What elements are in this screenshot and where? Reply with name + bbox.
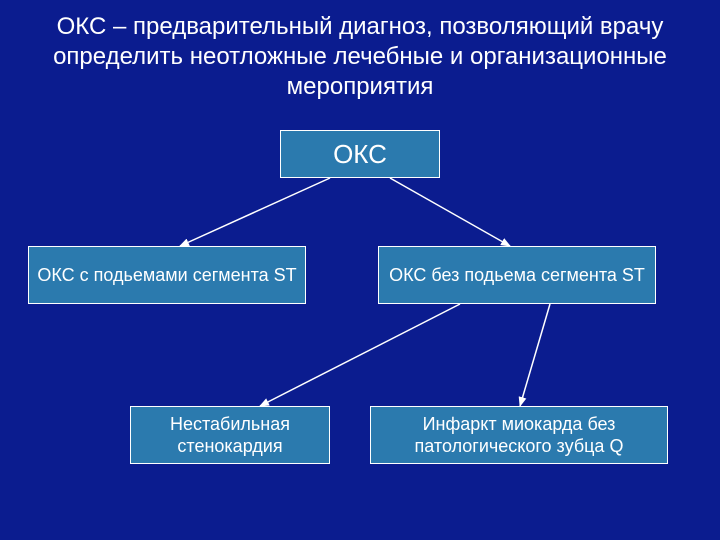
edge-root-left xyxy=(180,178,330,246)
node-right: ОКС без подьема сегмента ST xyxy=(378,246,656,304)
node-child1: Нестабильная стенокардия xyxy=(130,406,330,464)
node-root: ОКС xyxy=(280,130,440,178)
slide-title: ОКС – предварительный диагноз, позволяющ… xyxy=(40,12,680,102)
slide: ОКС – предварительный диагноз, позволяющ… xyxy=(0,0,720,540)
node-child2: Инфаркт миокарда без патологического зуб… xyxy=(370,406,668,464)
edge-right-child1 xyxy=(260,304,460,406)
edge-right-child2 xyxy=(520,304,550,406)
node-left: ОКС с подьемами сегмента ST xyxy=(28,246,306,304)
edge-root-right xyxy=(390,178,510,246)
